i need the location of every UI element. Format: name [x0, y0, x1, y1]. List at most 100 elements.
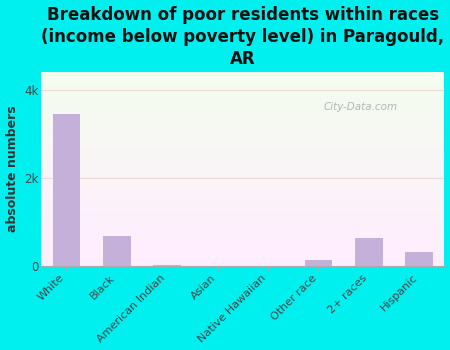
- Bar: [41, 130, 445, 131]
- Bar: [41, 184, 445, 186]
- Bar: [41, 114, 445, 115]
- Bar: [41, 120, 445, 121]
- Bar: [41, 132, 445, 133]
- Bar: [41, 197, 445, 198]
- Bar: [41, 154, 445, 155]
- Bar: [41, 180, 445, 181]
- Bar: [41, 139, 445, 140]
- Bar: [41, 156, 445, 158]
- Bar: [41, 206, 445, 207]
- Bar: [41, 74, 445, 75]
- Y-axis label: absolute numbers: absolute numbers: [5, 106, 18, 232]
- Bar: [41, 190, 445, 191]
- Bar: [41, 121, 445, 122]
- Bar: [41, 143, 445, 144]
- Bar: [41, 168, 445, 169]
- Bar: [41, 217, 445, 218]
- Bar: [41, 260, 445, 261]
- Bar: [41, 253, 445, 254]
- Bar: [41, 228, 445, 229]
- Bar: [41, 149, 445, 150]
- Bar: [41, 107, 445, 108]
- Bar: [41, 96, 445, 97]
- Bar: [41, 104, 445, 105]
- Bar: [41, 259, 445, 260]
- Bar: [41, 237, 445, 238]
- Bar: [41, 124, 445, 125]
- Bar: [41, 249, 445, 250]
- Bar: [103, 236, 130, 266]
- Bar: [41, 245, 445, 246]
- Bar: [41, 159, 445, 160]
- Bar: [41, 89, 445, 90]
- Bar: [41, 171, 445, 172]
- Bar: [41, 209, 445, 210]
- Bar: [41, 167, 445, 168]
- Bar: [41, 136, 445, 137]
- Bar: [41, 247, 445, 248]
- Bar: [41, 229, 445, 230]
- Bar: [41, 174, 445, 175]
- Bar: [41, 201, 445, 202]
- Bar: [41, 208, 445, 209]
- Bar: [53, 114, 80, 266]
- Bar: [41, 126, 445, 127]
- Bar: [41, 116, 445, 117]
- Bar: [41, 98, 445, 99]
- Bar: [355, 238, 382, 266]
- Bar: [41, 193, 445, 194]
- Bar: [41, 77, 445, 78]
- Bar: [41, 183, 445, 184]
- Bar: [41, 158, 445, 159]
- Bar: [41, 97, 445, 98]
- Bar: [41, 238, 445, 239]
- Bar: [41, 233, 445, 234]
- Bar: [41, 141, 445, 142]
- Bar: [41, 166, 445, 167]
- Bar: [41, 175, 445, 176]
- Bar: [41, 72, 445, 73]
- Bar: [41, 138, 445, 139]
- Bar: [41, 181, 445, 182]
- Bar: [153, 265, 181, 266]
- Bar: [41, 117, 445, 118]
- Bar: [41, 182, 445, 183]
- Bar: [41, 223, 445, 224]
- Bar: [41, 202, 445, 203]
- Bar: [41, 198, 445, 199]
- Bar: [41, 187, 445, 188]
- Bar: [41, 215, 445, 216]
- Bar: [41, 256, 445, 257]
- Bar: [41, 75, 445, 76]
- Bar: [41, 248, 445, 249]
- Bar: [41, 110, 445, 111]
- Bar: [41, 244, 445, 245]
- Bar: [41, 119, 445, 120]
- Bar: [41, 112, 445, 113]
- Bar: [41, 261, 445, 262]
- Bar: [41, 235, 445, 236]
- Bar: [41, 218, 445, 219]
- Bar: [41, 86, 445, 87]
- Bar: [41, 84, 445, 85]
- Bar: [41, 255, 445, 256]
- Bar: [41, 200, 445, 201]
- Bar: [41, 262, 445, 263]
- Bar: [41, 212, 445, 214]
- Bar: [41, 150, 445, 152]
- Bar: [41, 227, 445, 228]
- Bar: [41, 239, 445, 240]
- Bar: [41, 109, 445, 110]
- Bar: [41, 192, 445, 193]
- Bar: [41, 73, 445, 74]
- Bar: [41, 205, 445, 206]
- Bar: [41, 87, 445, 88]
- Bar: [41, 153, 445, 154]
- Bar: [41, 99, 445, 100]
- Bar: [41, 152, 445, 153]
- Bar: [41, 80, 445, 81]
- Bar: [41, 146, 445, 147]
- Bar: [41, 191, 445, 192]
- Bar: [41, 246, 445, 247]
- Bar: [41, 258, 445, 259]
